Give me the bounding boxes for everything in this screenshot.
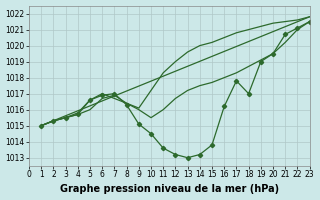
X-axis label: Graphe pression niveau de la mer (hPa): Graphe pression niveau de la mer (hPa) [60, 184, 279, 194]
